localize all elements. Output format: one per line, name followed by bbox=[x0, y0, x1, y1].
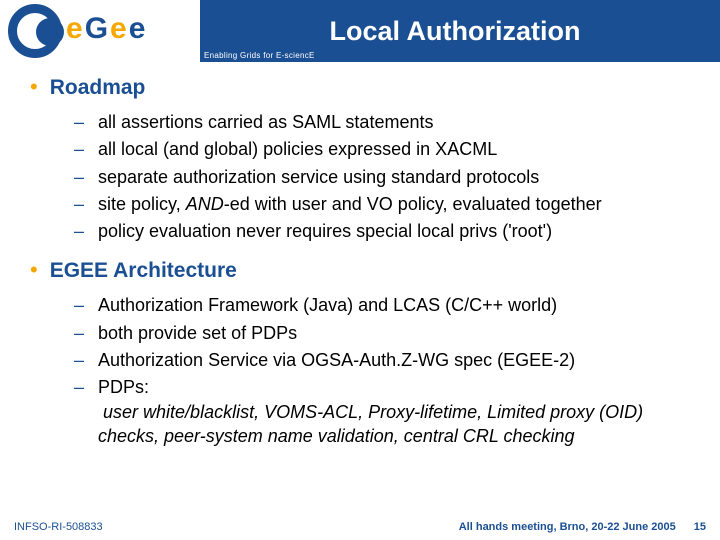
item-text-part: -ed with user and VO policy, evaluated t… bbox=[224, 194, 602, 214]
list-item: – Authorization Service via OGSA-Auth.Z-… bbox=[74, 348, 690, 372]
slide-title: Local Authorization bbox=[200, 16, 720, 47]
item-text-part: PDPs: bbox=[98, 377, 149, 397]
bullet-icon: • bbox=[30, 259, 38, 281]
logo-letter: e bbox=[129, 12, 148, 45]
logo-text: eGee bbox=[66, 12, 147, 46]
dash-icon: – bbox=[74, 192, 86, 216]
dash-icon: – bbox=[74, 219, 86, 243]
list-item: – all local (and global) policies expres… bbox=[74, 137, 690, 161]
item-text: site policy, AND-ed with user and VO pol… bbox=[98, 192, 602, 216]
item-text-italic: user white/blacklist, VOMS-ACL, Proxy-li… bbox=[98, 402, 643, 446]
dash-icon: – bbox=[74, 348, 86, 372]
list-item: – separate authorization service using s… bbox=[74, 165, 690, 189]
slide-header: eGee Local Authorization Enabling Grids … bbox=[0, 0, 720, 62]
logo-letter: e bbox=[66, 12, 85, 45]
section-heading: • Roadmap bbox=[30, 76, 690, 100]
list-item: – PDPs: user white/blacklist, VOMS-ACL, … bbox=[74, 375, 690, 448]
slide-footer: INFSO-RI-508833 All hands meeting, Brno,… bbox=[0, 514, 720, 540]
dash-icon: – bbox=[74, 165, 86, 189]
tagline: Enabling Grids for E-sciencE bbox=[204, 51, 315, 60]
logo-area: eGee bbox=[0, 0, 200, 62]
list-item: – Authorization Framework (Java) and LCA… bbox=[74, 293, 690, 317]
dash-icon: – bbox=[74, 110, 86, 134]
title-bar: Local Authorization Enabling Grids for E… bbox=[200, 0, 720, 62]
dash-icon: – bbox=[74, 375, 86, 399]
heading-text: EGEE Architecture bbox=[50, 259, 237, 283]
list-item: – all assertions carried as SAML stateme… bbox=[74, 110, 690, 134]
item-text: Authorization Service via OGSA-Auth.Z-WG… bbox=[98, 348, 575, 372]
logo-dot-icon bbox=[36, 18, 64, 46]
heading-text: Roadmap bbox=[50, 76, 146, 100]
item-text: policy evaluation never requires special… bbox=[98, 219, 552, 243]
item-text: both provide set of PDPs bbox=[98, 321, 297, 345]
list-item: – policy evaluation never requires speci… bbox=[74, 219, 690, 243]
slide-content: • Roadmap – all assertions carried as SA… bbox=[0, 62, 720, 448]
item-text-italic: AND bbox=[186, 194, 224, 214]
sub-list: – all assertions carried as SAML stateme… bbox=[74, 110, 690, 243]
page-number: 15 bbox=[694, 521, 706, 533]
sub-list: – Authorization Framework (Java) and LCA… bbox=[74, 293, 690, 448]
list-item: – both provide set of PDPs bbox=[74, 321, 690, 345]
bullet-icon: • bbox=[30, 76, 38, 98]
logo-letter: e bbox=[110, 12, 129, 45]
dash-icon: – bbox=[74, 321, 86, 345]
item-text: all assertions carried as SAML statement… bbox=[98, 110, 433, 134]
item-text: separate authorization service using sta… bbox=[98, 165, 539, 189]
logo-letter: G bbox=[85, 12, 110, 45]
item-text: all local (and global) policies expresse… bbox=[98, 137, 497, 161]
footer-right: All hands meeting, Brno, 20-22 June 2005 bbox=[459, 521, 676, 533]
item-text-part: site policy, bbox=[98, 194, 186, 214]
dash-icon: – bbox=[74, 293, 86, 317]
item-text: Authorization Framework (Java) and LCAS … bbox=[98, 293, 557, 317]
dash-icon: – bbox=[74, 137, 86, 161]
list-item: – site policy, AND-ed with user and VO p… bbox=[74, 192, 690, 216]
footer-left: INFSO-RI-508833 bbox=[14, 521, 103, 533]
item-text: PDPs: user white/blacklist, VOMS-ACL, Pr… bbox=[98, 375, 690, 448]
section-heading: • EGEE Architecture bbox=[30, 259, 690, 283]
